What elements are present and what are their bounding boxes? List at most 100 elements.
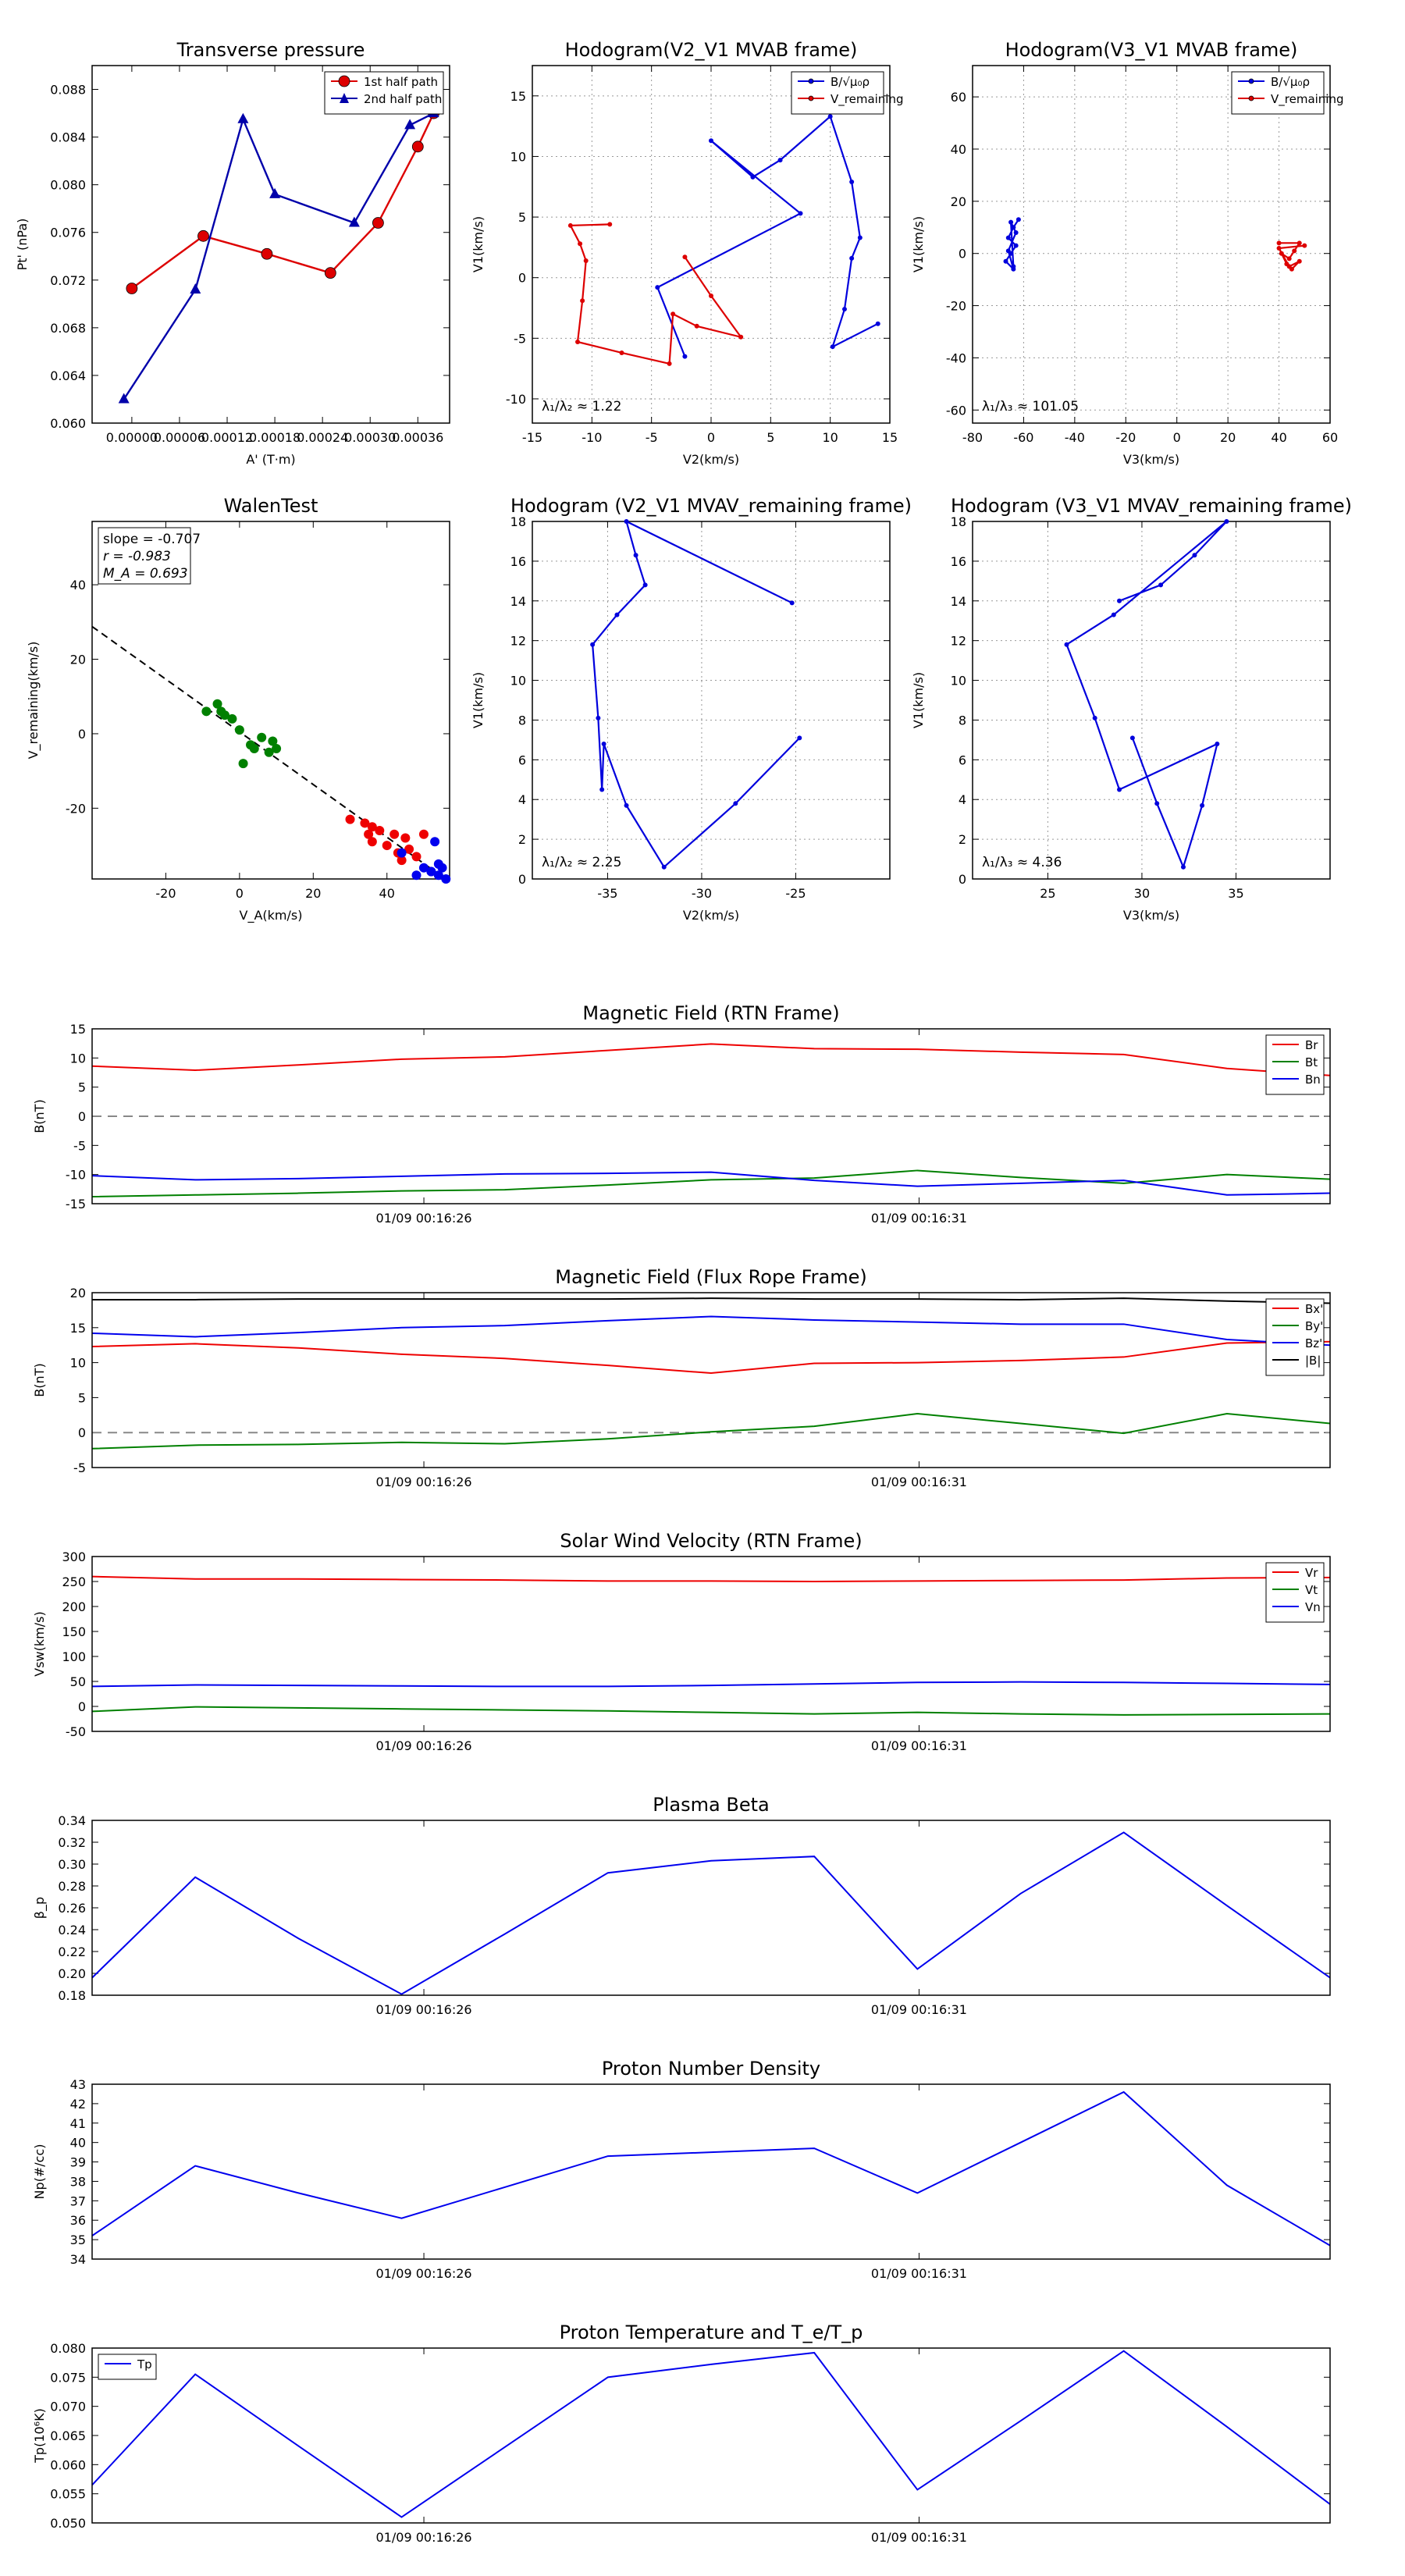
x-tick-label: 0.00012 xyxy=(201,430,253,445)
data-point xyxy=(619,350,624,355)
y-axis-label: Pt' (nPa) xyxy=(15,219,30,271)
data-point xyxy=(269,187,281,198)
legend-box xyxy=(1231,71,1325,115)
time-tick-label: 01/09 00:16:26 xyxy=(376,1738,472,1753)
data-point xyxy=(382,841,392,851)
axes-frame xyxy=(91,521,450,880)
panel-ts2: -5 0 5 10 15 20 01/09 00:16:26 01/09 00:16:31 Ma… xyxy=(32,1266,1331,1489)
y-tick-label: 16 xyxy=(951,554,966,569)
chart-title: Solar Wind Velocity (RTN Frame) xyxy=(560,1530,862,1552)
chart-title: Transverse pressure xyxy=(176,39,365,61)
time-tick-label: 01/09 00:16:26 xyxy=(376,2002,472,2017)
x-tick-label: 0.00000 xyxy=(106,430,158,445)
x-tick-label: -15 xyxy=(522,430,542,445)
y-tick-label: 0 xyxy=(78,1425,86,1440)
series-line xyxy=(91,1169,1331,1198)
y-tick-label: 12 xyxy=(951,634,966,649)
data-point xyxy=(670,311,676,317)
time-tick-label: 01/09 00:16:31 xyxy=(871,2266,967,2281)
legend-label: 1st half path xyxy=(364,75,438,89)
data-point xyxy=(261,247,273,260)
y-tick-label: -40 xyxy=(946,350,966,365)
y-tick-label: -5 xyxy=(73,1461,86,1475)
data-point xyxy=(1005,248,1011,254)
legend-marker xyxy=(340,93,349,103)
x-tick-label: 20 xyxy=(1220,430,1236,445)
legend-label: V_remaining xyxy=(831,92,904,107)
x-tick-label: 60 xyxy=(1322,430,1338,445)
y-tick-label: 0.084 xyxy=(50,130,86,145)
data-point xyxy=(1192,553,1197,558)
y-tick-label: 15 xyxy=(510,89,526,104)
data-point xyxy=(1158,582,1164,588)
series-line xyxy=(91,1171,1331,1196)
x-tick-label: 0.00006 xyxy=(154,430,205,445)
data-point xyxy=(633,553,638,558)
fit-line xyxy=(91,625,450,883)
y-axis-label: Np(#/cc) xyxy=(32,2144,47,2200)
chart-title: Proton Temperature and T_e/T_p xyxy=(560,2322,863,2343)
y-tick-label: 0.060 xyxy=(50,416,86,431)
y-tick-label: -5 xyxy=(73,1138,86,1153)
x-tick-label: 0.00018 xyxy=(249,430,301,445)
data-point xyxy=(364,829,374,839)
chart-title: Plasma Beta xyxy=(653,1794,769,1816)
y-tick-label: 0.30 xyxy=(58,1857,86,1872)
y-tick-label: 10 xyxy=(510,149,526,164)
ratio-annotation: λ₁/λ₃ ≈ 4.36 xyxy=(982,855,1062,870)
data-point xyxy=(1013,229,1019,235)
data-point xyxy=(126,283,138,294)
y-tick-label: 5 xyxy=(518,210,526,225)
y-tick-label: 36 xyxy=(70,2213,86,2228)
panel-ts6: 0.050 0.055 0.060 0.065 0.070 0.075 0.080 01/09… xyxy=(32,2322,1331,2545)
y-tick-label: 40 xyxy=(70,2136,86,2151)
chart-title: Hodogram(V3_V1 MVAB frame) xyxy=(1005,39,1298,61)
y-tick-label: 40 xyxy=(70,578,86,592)
data-point xyxy=(733,801,738,806)
y-tick-label: 0.32 xyxy=(58,1835,86,1850)
legend-label: Vn xyxy=(1305,1600,1321,1614)
data-point xyxy=(1154,801,1160,806)
data-point xyxy=(234,725,244,735)
x-axis-label: V_A(km/s) xyxy=(240,908,303,923)
data-point xyxy=(1117,598,1122,603)
y-tick-label: 39 xyxy=(70,2155,86,2170)
y-tick-label: 150 xyxy=(62,1624,86,1639)
y-tick-label: 0 xyxy=(518,271,526,286)
data-point xyxy=(190,283,201,294)
data-point xyxy=(433,870,443,881)
axes-frame xyxy=(91,2083,1331,2260)
series-line xyxy=(1065,521,1228,870)
data-point xyxy=(268,736,278,746)
y-tick-label: 35 xyxy=(70,2233,86,2247)
data-point xyxy=(411,141,424,153)
y-tick-label: -60 xyxy=(946,403,966,418)
data-point xyxy=(430,837,440,847)
data-point xyxy=(1011,264,1016,269)
y-tick-label: 15 xyxy=(70,1022,86,1037)
legend-label: Br xyxy=(1305,1038,1318,1052)
axes-frame xyxy=(532,521,891,880)
chart-title: WalenTest xyxy=(224,495,318,517)
panel-ts4: 0.18 0.20 0.22 0.24 0.26 0.28 0.30 0.32 0.34 01/0… xyxy=(32,1794,1331,2017)
time-tick-label: 01/09 00:16:31 xyxy=(871,1211,967,1226)
data-point xyxy=(694,323,699,329)
data-point xyxy=(360,818,370,828)
y-tick-label: 0.24 xyxy=(58,1923,86,1937)
data-point xyxy=(590,642,596,647)
panel-tp: 0.060 0.064 0.068 0.072 0.076 0.080 0.084 0.088… xyxy=(15,39,450,467)
legend-label: |B| xyxy=(1305,1354,1321,1368)
stat-r: r = -0.983 xyxy=(103,549,171,564)
y-tick-label: 43 xyxy=(70,2077,86,2092)
y-tick-label: 10 xyxy=(951,674,966,688)
y-tick-label: 300 xyxy=(62,1550,86,1564)
legend-marker xyxy=(1248,95,1254,101)
data-point xyxy=(1064,642,1069,647)
chart-title: Hodogram (V3_V1 MVAV_remaining frame) xyxy=(951,495,1352,517)
series-line xyxy=(91,1575,1331,1583)
panel-walen: -20 0 20 40 -20 0 20 40 WalenTest V_A(km/s) V_rema… xyxy=(26,495,451,923)
y-tick-label: 0 xyxy=(959,872,966,887)
y-tick-label: 0.18 xyxy=(58,1988,86,2003)
axes-frame xyxy=(91,1292,1331,1468)
data-point xyxy=(264,747,274,757)
